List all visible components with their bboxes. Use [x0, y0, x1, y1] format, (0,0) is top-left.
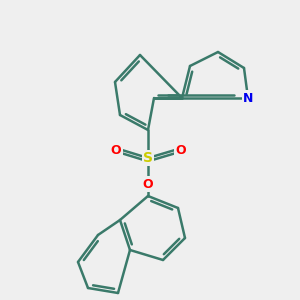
Text: S: S: [143, 151, 153, 165]
Text: O: O: [111, 143, 121, 157]
Text: O: O: [176, 143, 186, 157]
Text: O: O: [143, 178, 153, 190]
Text: N: N: [243, 92, 253, 104]
